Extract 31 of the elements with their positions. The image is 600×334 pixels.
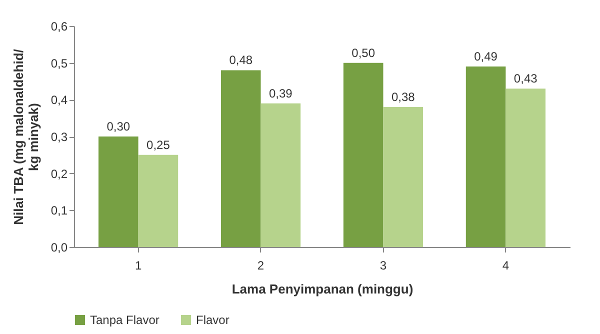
y-tick-label: 0,0 [50,240,68,254]
legend-label: Flavor [196,313,230,327]
data-label: 0,25 [146,138,170,152]
data-label: 0,48 [229,53,253,68]
legend-label: Tanpa Flavor [90,313,160,327]
data-label: 0,38 [391,90,416,104]
y-tick-label: 0,4 [50,93,68,108]
y-axis-title: Nilai TBA (mg malonaldehid/ kg minyak) [10,48,41,225]
x-tick-label: 4 [502,258,510,272]
bar [98,136,138,247]
data-label: 0,50 [352,46,376,60]
bar [260,103,301,247]
bar [138,154,178,247]
y-tick-label: 0,1 [50,204,68,218]
bar [466,66,506,247]
data-label: 0,39 [268,86,293,100]
data-label: 0,30 [106,120,130,134]
data-label: 0,49 [474,50,498,64]
bar [506,88,546,247]
data-label: 0,43 [514,72,538,86]
x-tick-label: 2 [257,258,264,272]
bar [343,62,384,247]
y-tick-label: 0,5 [50,56,68,70]
y-tick-label: 0,2 [50,166,68,181]
x-axis-title: Lama Penyimpanan (minggu) [232,282,414,296]
bar [383,107,424,247]
y-tick-label: 0,3 [50,130,68,144]
x-tick-label: 1 [134,258,142,272]
bar [220,70,261,247]
y-tick-label: 0,6 [50,20,68,34]
x-tick-label: 3 [380,258,387,272]
